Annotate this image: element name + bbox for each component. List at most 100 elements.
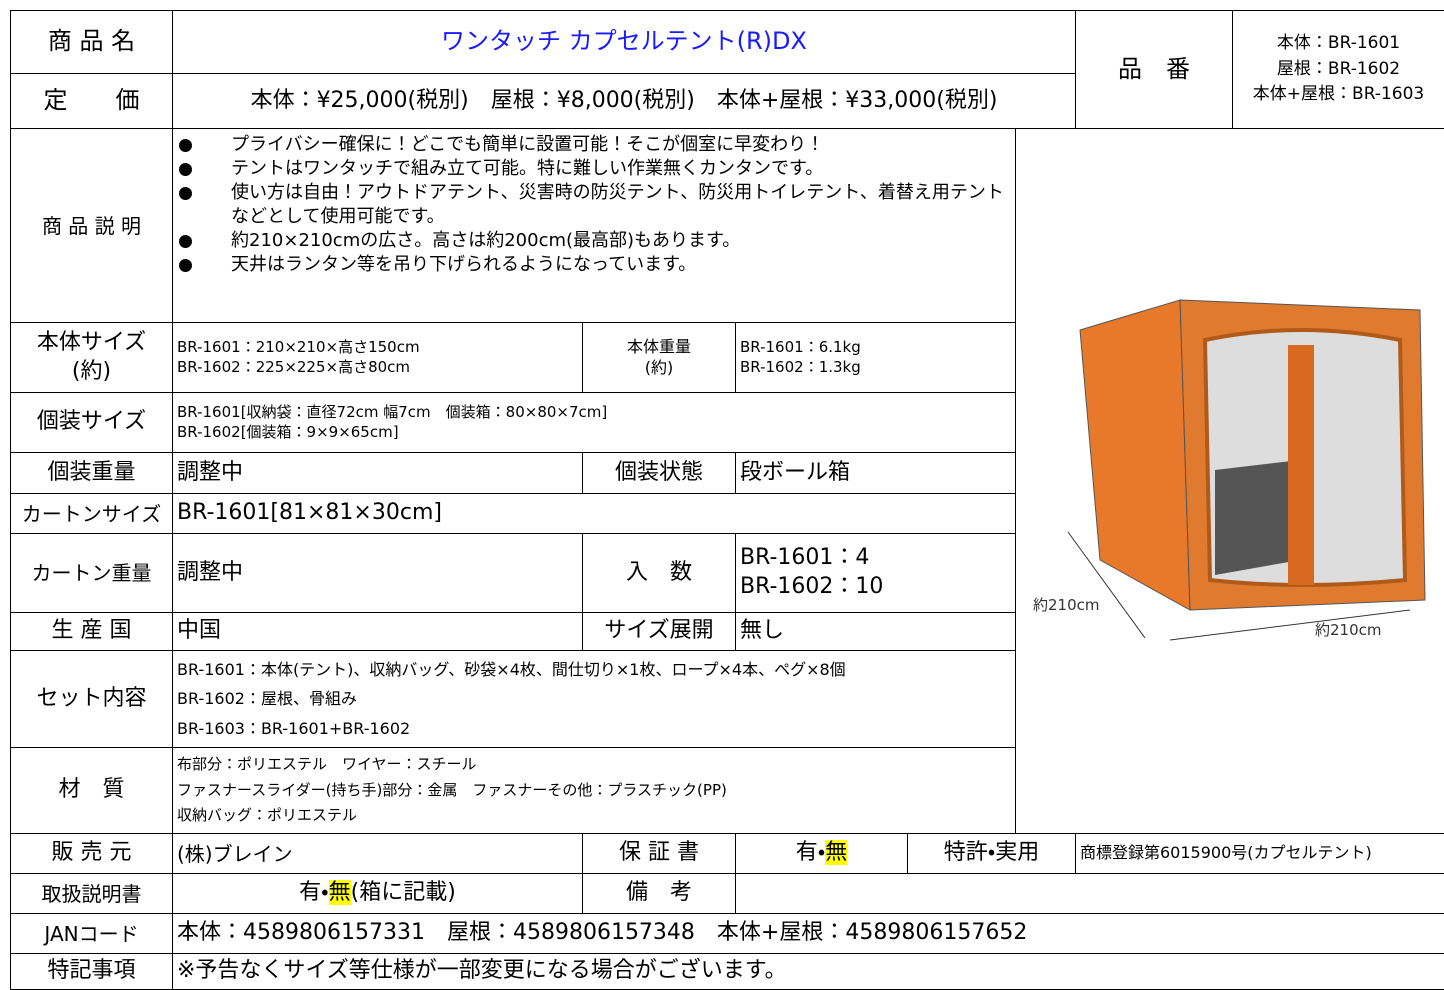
text: プライバシー確保に！どこでも簡単に設置可能！そこが個室に早変わり！ [231, 134, 825, 155]
cell: 入 数 [582, 533, 736, 613]
text: 販 売 元 [51, 840, 132, 866]
line: BR-1602：10 [740, 573, 883, 602]
cell: BR-1601：6.1kg BR-1602：1.3kg [735, 322, 1016, 393]
text: 品 番 [1118, 54, 1190, 83]
text: 段ボール箱 [740, 459, 851, 485]
text: BR-1601[81×81×30cm] [177, 500, 442, 526]
cell: 個装重量 [10, 452, 173, 494]
text: (約) [644, 357, 674, 377]
text: 商 品 名 [47, 27, 136, 56]
cell: BR-1601：本体(テント)、収納バッグ、砂袋×4枚、間仕切り×1枚、ロープ×… [172, 650, 1016, 748]
cell [1015, 128, 1444, 834]
cell: 保 証 書 [582, 833, 736, 874]
cell: カートン重量 [10, 533, 173, 613]
text: 使い方は自由！アウトドアテント、災害時の防災テント、防災用トイレテント、着替え用… [231, 182, 1004, 227]
line: BR-1602：225×225×高さ80cm [177, 358, 410, 378]
text: 収納バッグ：ポリエステル [177, 806, 358, 825]
line: 有・無 [796, 839, 848, 868]
text: 商標登録第6015900号(カプセルテント) [1080, 843, 1372, 863]
cell: 本体：BR-1601 屋根：BR-1602 本体+屋根：BR-1603 [1232, 10, 1444, 129]
cell [735, 873, 1444, 914]
text: 中国 [177, 618, 222, 644]
cell: 無し [735, 612, 1016, 651]
text: 無 [825, 840, 848, 866]
text: カートンサイズ [21, 501, 162, 526]
line: BR-1601：6.1kg [740, 338, 861, 358]
text: BR-1601：210×210×高さ150cm [177, 338, 420, 356]
cell: 特記事項 [10, 953, 173, 990]
text: BR-1602：225×225×高さ80cm [177, 357, 411, 376]
text: 有・ [299, 880, 329, 906]
text: 本体：¥25,000(税別) 屋根：¥8,000(税別) 本体+屋根：¥33,0… [250, 87, 998, 113]
line: 有・無(箱に記載) [299, 879, 456, 908]
line: (約) [645, 358, 674, 379]
text: (箱に記載) [350, 880, 456, 906]
text: 無し [740, 618, 785, 644]
cell: 商 品 名 [10, 10, 173, 74]
cell: 本体重量 (約) [582, 322, 736, 393]
bullet-item: 天井はランタン等を吊り下げられるようになっています。 [173, 253, 696, 277]
cell: 本体：4589806157331 屋根：4589806157348 本体+屋根：… [172, 913, 1444, 954]
cell: 個装サイズ [10, 392, 173, 453]
cell: 販 売 元 [10, 833, 173, 874]
cell: 個装状態 [582, 452, 736, 494]
line: 本体：BR-1601 [1277, 31, 1400, 57]
text: カートン重量 [31, 561, 152, 585]
line: BR-1602：屋根、骨組み [177, 684, 357, 714]
text: BR-1602：1.3kg [740, 357, 861, 376]
text: 取扱説明書 [41, 881, 142, 906]
cell: 商 品 説 明 [10, 128, 173, 323]
cell: 生 産 国 [10, 612, 173, 651]
text: BR-1601：4 [740, 545, 870, 571]
text: BR-1603：BR-1601+BR-1602 [177, 718, 411, 738]
line: BR-1603：BR-1601+BR-1602 [177, 714, 410, 744]
line: (約) [72, 358, 111, 387]
text: BR-1601：6.1kg [740, 338, 861, 356]
line: BR-1601：4 [740, 544, 869, 573]
text: 個装サイズ [36, 409, 147, 435]
line: 本体+屋根：BR-1603 [1253, 82, 1424, 108]
text: 調整中 [177, 459, 244, 485]
text: 生 産 国 [51, 618, 132, 644]
text: BR-1602[個装箱：9×9×65cm] [177, 422, 399, 441]
text: 有・ [795, 840, 826, 866]
bullet [179, 259, 192, 272]
bullet [179, 235, 192, 248]
cell: サイズ展開 [582, 612, 736, 651]
text: 個装重量 [47, 459, 136, 485]
cell: 定 価 [10, 73, 173, 129]
cell: 調整中 [172, 452, 583, 494]
line: 本体サイズ [37, 329, 146, 358]
text: 本体サイズ [36, 329, 147, 355]
cell: 特許・実用 [907, 833, 1076, 874]
text: サイズ展開 [604, 618, 714, 644]
cell: JANコード [10, 913, 173, 954]
cell: ワンタッチ カプセルテント(R)DX [172, 10, 1076, 74]
cell: 備 考 [582, 873, 736, 914]
cell: 中国 [172, 612, 583, 651]
text: 備 考 [625, 880, 692, 906]
line: 屋根：BR-1602 [1277, 57, 1400, 83]
cell: 取扱説明書 [10, 873, 173, 914]
line: 収納バッグ：ポリエステル [177, 803, 357, 829]
text: 本体+屋根：BR-1603 [1252, 84, 1425, 105]
text: (株)ブレイン [177, 841, 293, 866]
bullet [179, 187, 192, 200]
cell: 商標登録第6015900号(カプセルテント) [1075, 833, 1444, 874]
cell: 布部分：ポリエステル ワイヤー：スチール ファスナースライダー(持ち手)部分：金属… [172, 747, 1016, 834]
text: 本体：BR-1601 [1276, 33, 1401, 54]
cell: セット内容 [10, 650, 173, 748]
line: BR-1601[収納袋：直径72cm 幅7cm 個装箱：80×80×7cm] [177, 403, 607, 423]
text: JANコード [44, 921, 139, 946]
text: テントはワンタッチで組み立て可能。特に難しい作業無くカンタンです。 [231, 158, 824, 179]
bullet-item: 約210×210cmの広さ。高さは約200cm(最高部)もあります。 [173, 229, 740, 253]
bullet [179, 163, 192, 176]
cell: 品 番 [1075, 10, 1233, 129]
text: 布部分：ポリエステル ワイヤー：スチール [177, 755, 477, 774]
cell: 有・無 [735, 833, 908, 874]
text: 定 価 [43, 86, 140, 115]
text: セット内容 [36, 685, 147, 711]
cell: 本体サイズ (約) [10, 322, 173, 393]
text: 保 証 書 [619, 840, 699, 866]
